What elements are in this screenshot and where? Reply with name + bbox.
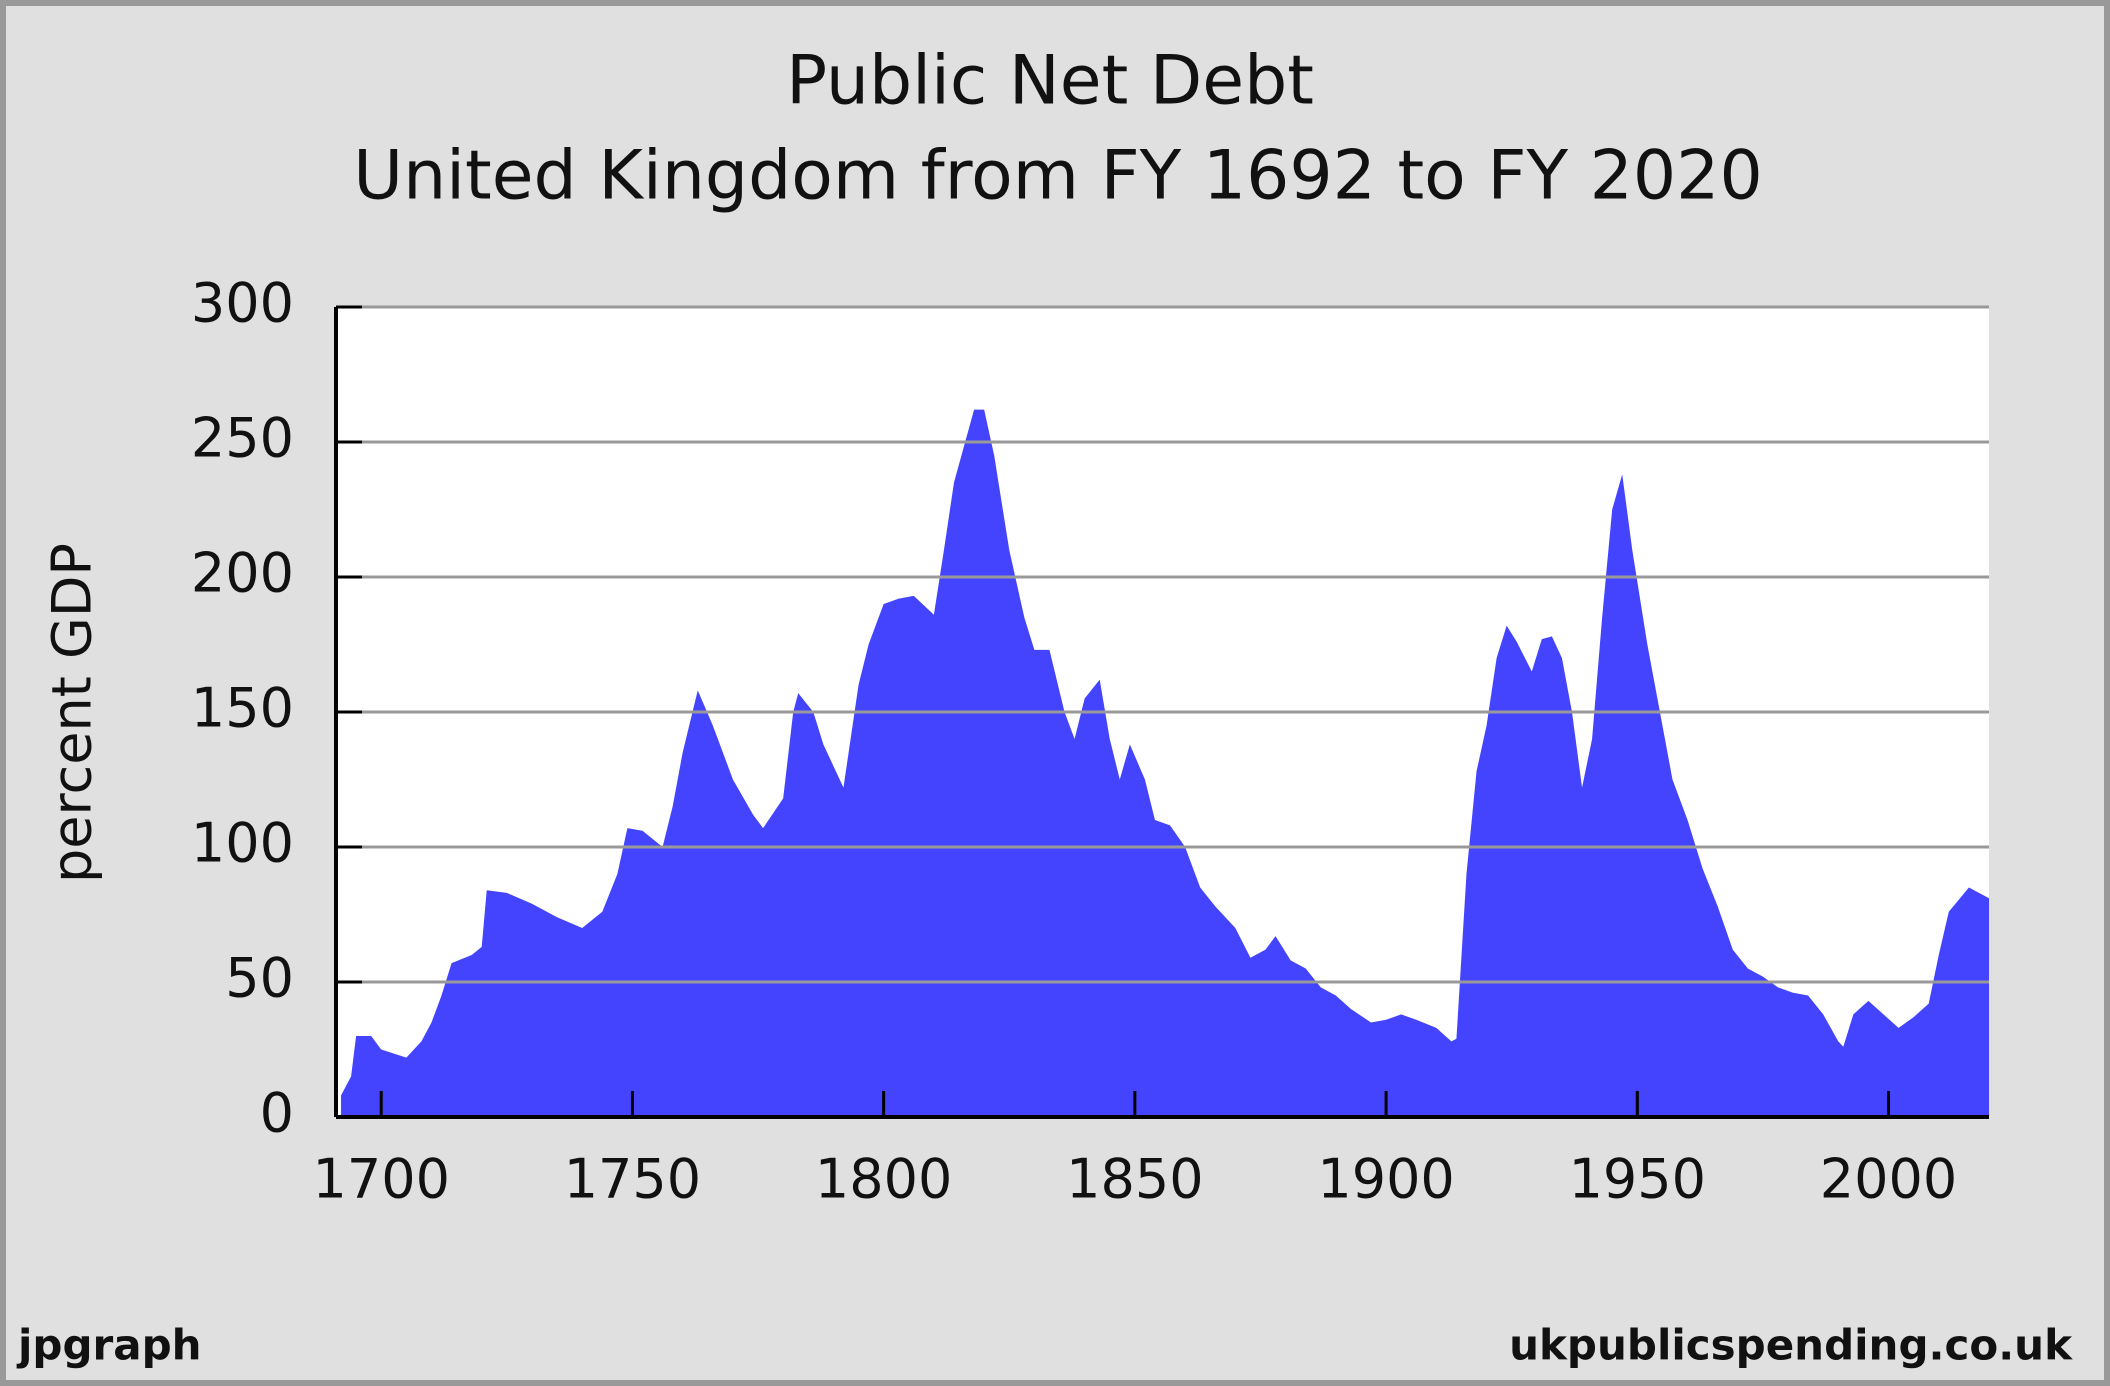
y-tick-label: 100 <box>191 812 294 875</box>
y-tick-label: 150 <box>191 677 294 740</box>
footer-left: jpgraph <box>16 1321 202 1370</box>
footer-right: ukpublicspending.co.uk <box>1509 1321 2073 1370</box>
x-tick-label: 1700 <box>313 1148 450 1211</box>
chart-subtitle: United Kingdom from FY 1692 to FY 2020 <box>353 137 1762 216</box>
x-tick-label: 1900 <box>1317 1148 1454 1211</box>
x-tick-label: 1850 <box>1066 1148 1203 1211</box>
y-axis-label: percent GDP <box>41 543 104 883</box>
y-tick-label: 300 <box>191 272 294 335</box>
x-tick-label: 2000 <box>1820 1148 1957 1211</box>
x-tick-label: 1750 <box>564 1148 701 1211</box>
chart-title: Public Net Debt <box>786 42 1314 121</box>
y-tick-label: 200 <box>191 542 294 605</box>
x-tick-label: 1800 <box>815 1148 952 1211</box>
y-tick-label: 50 <box>225 947 294 1010</box>
y-tick-label: 250 <box>191 407 294 470</box>
y-tick-label: 0 <box>260 1082 294 1145</box>
x-tick-label: 1950 <box>1569 1148 1706 1211</box>
area <box>341 409 1990 1118</box>
